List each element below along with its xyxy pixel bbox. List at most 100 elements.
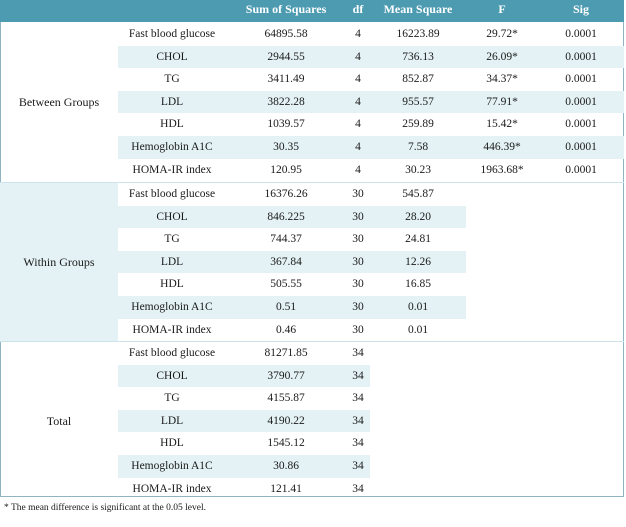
cell-variable: CHOL (156, 210, 188, 223)
cell-ss: 0.51 (275, 301, 297, 313)
cell-f: 1963.68* (480, 163, 524, 176)
cell-variable: HDL (160, 118, 184, 131)
table-header-row: Sum of Squares df Mean Square F Sig (0, 0, 624, 22)
cell-variable: CHOL (156, 50, 188, 63)
cell-ss: 1039.57 (267, 118, 305, 131)
cell-ss: 3822.28 (267, 95, 305, 108)
cell-ms: 16223.89 (396, 28, 440, 40)
cell-df: 30 (352, 188, 364, 200)
row-shading (118, 45, 624, 69)
group-separator (0, 182, 624, 183)
cell-ss: 16376.26 (264, 188, 308, 200)
cell-df: 4 (355, 163, 361, 176)
cell-df: 4 (355, 95, 361, 108)
header-sum-of-squares: Sum of Squares (245, 2, 327, 16)
cell-df: 34 (352, 482, 364, 495)
cell-variable: HDL (160, 278, 184, 291)
cell-ss: 3411.49 (267, 73, 305, 86)
cell-variable: Hemoglobin A1C (131, 460, 213, 472)
cell-ms: 12.26 (405, 255, 431, 268)
cell-variable: TG (164, 73, 180, 86)
cell-ms: 259.89 (402, 118, 434, 131)
cell-ss: 121.41 (270, 482, 302, 495)
cell-variable: LDL (160, 255, 184, 268)
row-shading (118, 455, 370, 478)
cell-ss: 30.35 (273, 141, 299, 153)
cell-ss: 120.95 (270, 163, 302, 176)
cell-df: 34 (352, 369, 364, 382)
cell-variable: CHOL (156, 369, 188, 382)
cell-ss: 4155.87 (267, 392, 305, 405)
cell-f: 446.39* (483, 141, 521, 153)
header-df: df (352, 2, 364, 16)
cell-ms: 955.57 (402, 95, 434, 108)
cell-df: 34 (352, 437, 364, 450)
group-label: Within Groups (23, 255, 95, 269)
cell-variable: Hemoglobin A1C (131, 301, 213, 313)
cell-ss: 2944.55 (267, 50, 305, 63)
header-mean-square: Mean Square (383, 2, 453, 16)
cell-df: 4 (355, 141, 361, 153)
row-shading (118, 205, 466, 229)
row-shading (118, 90, 624, 114)
cell-variable: Fast blood glucose (128, 347, 216, 359)
cell-df: 4 (355, 118, 361, 131)
cell-sig: 0.0001 (565, 163, 597, 176)
cell-variable: TG (164, 233, 180, 246)
cell-f: 34.37* (486, 73, 518, 86)
cell-ms: 30.23 (405, 163, 431, 176)
row-shading (118, 409, 370, 433)
cell-df: 30 (352, 323, 364, 336)
cell-ms: 7.58 (407, 141, 429, 153)
group-label: Total (46, 414, 72, 428)
group-label: Between Groups (18, 95, 100, 109)
cell-ss: 367.84 (270, 255, 302, 268)
cell-variable: HOMA-IR index (132, 163, 212, 176)
cell-ss: 30.86 (273, 460, 299, 472)
group-separator (0, 341, 624, 342)
row-shading (118, 136, 624, 159)
cell-ss: 846.225 (267, 210, 305, 223)
cell-df: 30 (352, 255, 364, 268)
cell-df: 34 (352, 414, 364, 427)
cell-sig: 0.0001 (565, 95, 597, 108)
cell-df: 4 (355, 50, 361, 63)
cell-ms: 28.20 (405, 210, 431, 223)
cell-df: 34 (352, 347, 364, 359)
cell-sig: 0.0001 (565, 50, 597, 63)
cell-ss: 81271.85 (264, 347, 308, 359)
cell-df: 30 (352, 233, 364, 246)
cell-ms: 852.87 (402, 73, 434, 86)
cell-variable: Fast blood glucose (128, 188, 216, 200)
cell-ss: 505.55 (270, 278, 302, 291)
cell-variable: LDL (160, 414, 184, 427)
cell-sig: 0.0001 (565, 73, 597, 86)
header-f: F (498, 2, 506, 16)
cell-ms: 545.87 (402, 188, 434, 200)
cell-df: 34 (352, 460, 364, 472)
cell-ms: 0.01 (407, 323, 429, 336)
cell-ss: 1545.12 (267, 437, 305, 450)
cell-sig: 0.0001 (565, 28, 597, 40)
cell-df: 30 (352, 210, 364, 223)
cell-variable: Hemoglobin A1C (131, 141, 213, 153)
cell-variable: HOMA-IR index (132, 482, 212, 495)
cell-df: 30 (352, 278, 364, 291)
cell-variable: TG (164, 392, 180, 405)
cell-variable: Fast blood glucose (128, 28, 216, 40)
row-shading (118, 250, 466, 274)
cell-f: 29.72* (486, 28, 518, 40)
cell-ss: 0.46 (275, 323, 297, 336)
cell-df: 34 (352, 392, 364, 405)
cell-ss: 3790.77 (267, 369, 305, 382)
group-label-shading (0, 183, 118, 342)
cell-ms: 24.81 (405, 233, 431, 246)
cell-sig: 0.0001 (565, 118, 597, 131)
cell-ms: 16.85 (405, 278, 431, 291)
cell-f: 15.42* (486, 118, 518, 131)
cell-variable: HDL (160, 437, 184, 450)
header-sig: Sig (572, 2, 589, 16)
cell-ms: 0.01 (407, 301, 429, 313)
cell-ms: 736.13 (402, 50, 434, 63)
